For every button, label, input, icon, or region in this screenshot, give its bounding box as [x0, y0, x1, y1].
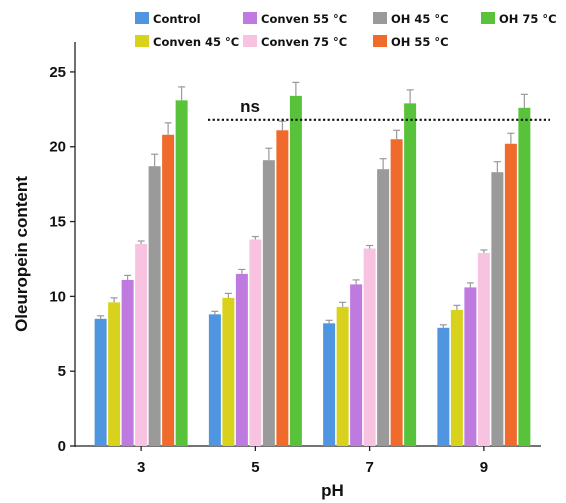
bar — [350, 284, 363, 446]
bar — [450, 309, 463, 446]
x-tick-label: 7 — [365, 459, 373, 476]
bar — [390, 139, 403, 446]
legend-label: OH 75 °C — [499, 12, 557, 26]
legend-swatch — [373, 35, 387, 47]
bar — [377, 169, 390, 446]
y-axis-title: Oleuropein content — [12, 176, 31, 332]
x-tick-label: 9 — [480, 459, 488, 476]
x-tick-label: 3 — [137, 459, 145, 476]
bar — [336, 306, 349, 446]
bar — [491, 172, 504, 446]
legend-label: Conven 55 °C — [261, 12, 347, 26]
bar — [222, 297, 235, 446]
legend-swatch — [243, 12, 257, 24]
legend-label: Conven 45 °C — [153, 35, 239, 49]
legend-label: OH 45 °C — [391, 12, 449, 26]
bar — [121, 279, 134, 446]
overlay: ns — [208, 97, 550, 121]
bar — [249, 239, 262, 446]
legend-label: Conven 75 °C — [261, 35, 347, 49]
legend-swatch — [135, 12, 149, 24]
bar — [235, 273, 248, 446]
bar — [208, 314, 221, 446]
bar — [94, 318, 107, 446]
bar — [437, 327, 450, 446]
bar — [363, 248, 376, 446]
bar — [108, 302, 121, 446]
y-tick-label: 20 — [49, 139, 66, 156]
bar — [276, 130, 289, 446]
y-tick-label: 0 — [58, 438, 66, 455]
y-axis: 0 5 10 15 20 25 — [49, 42, 76, 455]
x-axis: 3 5 7 9 — [75, 445, 541, 476]
legend-swatch — [135, 35, 149, 47]
bar — [148, 166, 161, 446]
bar — [323, 323, 336, 446]
significance-label: ns — [240, 97, 260, 116]
bar — [262, 160, 275, 447]
bar — [518, 107, 531, 446]
bar — [504, 143, 517, 446]
y-tick-label: 10 — [49, 288, 66, 305]
bar — [289, 95, 302, 446]
x-axis-title: pH — [321, 481, 344, 500]
y-tick-label: 25 — [49, 64, 66, 81]
bar — [464, 287, 477, 446]
legend-swatch — [243, 35, 257, 47]
bar — [175, 100, 188, 446]
legend-swatch — [481, 12, 495, 24]
legend-label: Control — [153, 12, 201, 26]
legend: Control Conven 45 °C Conven 55 °C Conven 75… — [135, 12, 557, 49]
bar — [477, 252, 490, 446]
legend-label: OH 55 °C — [391, 35, 449, 49]
y-tick-label: 15 — [49, 214, 66, 231]
legend-swatch — [373, 12, 387, 24]
y-tick-label: 5 — [58, 363, 66, 380]
bar — [162, 134, 175, 446]
bars — [94, 81, 531, 447]
x-tick-label: 5 — [251, 459, 259, 476]
bar — [404, 103, 417, 446]
bar — [135, 244, 148, 446]
